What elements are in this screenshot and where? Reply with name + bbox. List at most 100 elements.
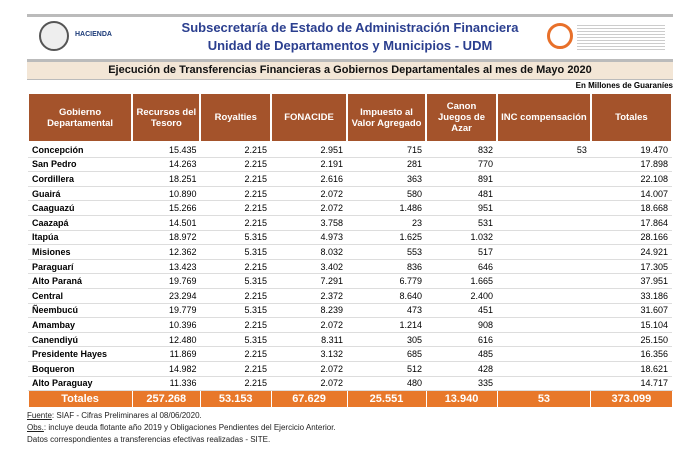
totals-cell: 53.153	[199, 390, 272, 409]
table-cell: 14.007	[590, 186, 672, 202]
table-cell: 2.215	[200, 142, 272, 158]
table-cell: 53	[497, 142, 591, 158]
table-cell: 1.665	[426, 273, 498, 289]
table-cell: Caaguazú	[28, 200, 133, 216]
table-cell: 2.951	[271, 142, 348, 158]
column-header: Impuesto al Valor Agregado	[346, 92, 427, 143]
table-row: Central 23.294 2.215 2.372 8.640 2.400 33.186	[28, 288, 672, 304]
table-cell	[497, 157, 591, 173]
table-cell: 14.263	[132, 157, 201, 173]
table-cell: 2.215	[200, 288, 272, 304]
table-row: San Pedro 14.263 2.215 2.191 281 770 17.898	[28, 157, 672, 173]
table-cell: 8.239	[271, 303, 348, 319]
table-cell	[497, 171, 591, 187]
table-cell: 1.625	[347, 230, 426, 246]
table-row: Guairá 10.890 2.215 2.072 580 481 14.007	[28, 186, 672, 202]
footnote-text: : SIAF - Cifras Preliminares al 08/06/20…	[51, 411, 202, 420]
table-row: Presidente Hayes 11.869 2.215 3.132 685 485 16…	[28, 346, 672, 362]
totals-cell: 257.268	[131, 390, 201, 409]
table-cell	[497, 288, 591, 304]
table-cell: 908	[426, 317, 498, 333]
table-cell: 517	[426, 244, 498, 260]
table-cell: 715	[347, 142, 426, 158]
table-cell: 2.372	[271, 288, 348, 304]
table-cell: 11.869	[132, 346, 201, 362]
totals-cell: 67.629	[270, 390, 348, 409]
logo-right	[547, 23, 573, 49]
table-cell: 2.072	[271, 361, 348, 377]
logo	[39, 21, 69, 51]
totals-cell: 13.940	[425, 390, 498, 409]
totals-row: Totales 257.268 53.153 67.629 25.551 13.940 53…	[27, 390, 673, 409]
table-cell: 580	[347, 186, 426, 202]
table-cell: Canendiyú	[28, 332, 133, 348]
table-row: Caaguazú 15.266 2.215 2.072 1.486 951 18.668	[28, 200, 672, 216]
table-cell: 14.982	[132, 361, 201, 377]
table-cell: 28.166	[590, 230, 672, 246]
table-cell: 10.890	[132, 186, 201, 202]
footnote-text: Datos correspondientes a transferencias …	[27, 435, 271, 444]
table-cell: 2.072	[271, 317, 348, 333]
table-cell: 19.769	[132, 273, 201, 289]
table-cell: 15.435	[132, 142, 201, 158]
table-cell: 1.032	[426, 230, 498, 246]
table-cell: 33.186	[590, 288, 672, 304]
table-cell: Central	[28, 288, 133, 304]
totals-cell: Totales	[27, 390, 133, 409]
footnote: Fuente: SIAF - Cifras Preliminares al 08…	[27, 411, 202, 420]
table-cell: 19.470	[590, 142, 672, 158]
table-cell: 11.336	[132, 376, 201, 392]
logo-text: HACIENDA	[75, 31, 112, 38]
table-cell: Concepción	[28, 142, 133, 158]
table-row: Misiones 12.362 5.315 8.032 553 517 24.921	[28, 244, 672, 260]
table-cell: 13.423	[132, 259, 201, 275]
table-cell: 18.621	[590, 361, 672, 377]
table-cell: 24.921	[590, 244, 672, 260]
table-cell: 10.396	[132, 317, 201, 333]
table-cell: 17.864	[590, 215, 672, 231]
table-cell: 2.215	[200, 157, 272, 173]
table-cell: 2.072	[271, 200, 348, 216]
table-cell: 473	[347, 303, 426, 319]
table-cell: 18.251	[132, 171, 201, 187]
table-cell: 832	[426, 142, 498, 158]
table-cell: 451	[426, 303, 498, 319]
table-cell: 2.191	[271, 157, 348, 173]
table-cell: 2.215	[200, 346, 272, 362]
table-cell: 2.215	[200, 317, 272, 333]
column-header: Totales	[589, 92, 674, 143]
report-title: Ejecución de Transferencias Financieras …	[27, 61, 673, 80]
table-cell: 5.315	[200, 273, 272, 289]
table-cell	[497, 273, 591, 289]
table-cell	[497, 303, 591, 319]
table-cell: 4.973	[271, 230, 348, 246]
table-cell: 14.717	[590, 376, 672, 392]
table-cell: 335	[426, 376, 498, 392]
table-cell: 5.315	[200, 303, 272, 319]
table-cell: 23.294	[132, 288, 201, 304]
table-cell: 25.150	[590, 332, 672, 348]
table-cell: 281	[347, 157, 426, 173]
table-cell: 22.108	[590, 171, 672, 187]
header: HACIENDA Subsecretaría de Estado de Admi…	[27, 14, 673, 62]
column-header: Gobierno Departamental	[26, 92, 134, 143]
table-cell: Alto Paraná	[28, 273, 133, 289]
table-row: Ñeembucú 19.779 5.315 8.239 473 451 31.607	[28, 303, 672, 319]
table-cell: 481	[426, 186, 498, 202]
table-cell: 2.215	[200, 186, 272, 202]
column-header: Recursos del Tesoro	[131, 92, 202, 143]
table-cell	[497, 244, 591, 260]
totals-cell: 373.099	[590, 390, 673, 409]
table-cell	[497, 215, 591, 231]
table-cell: 646	[426, 259, 498, 275]
table-cell: 951	[426, 200, 498, 216]
table-cell: 5.315	[200, 230, 272, 246]
table-cell: 7.291	[271, 273, 348, 289]
table-row: Concepción 15.435 2.215 2.951 715 832 53 19.470	[28, 142, 672, 158]
table-cell: 15.104	[590, 317, 672, 333]
table-cell: 15.266	[132, 200, 201, 216]
table-cell: 2.215	[200, 171, 272, 187]
table-cell: Caazapá	[28, 215, 133, 231]
table-cell: 2.215	[200, 200, 272, 216]
